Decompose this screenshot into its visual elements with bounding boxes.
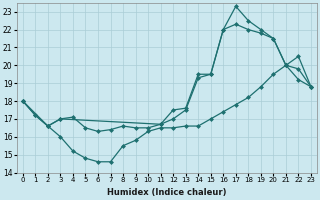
X-axis label: Humidex (Indice chaleur): Humidex (Indice chaleur) [107, 188, 227, 197]
